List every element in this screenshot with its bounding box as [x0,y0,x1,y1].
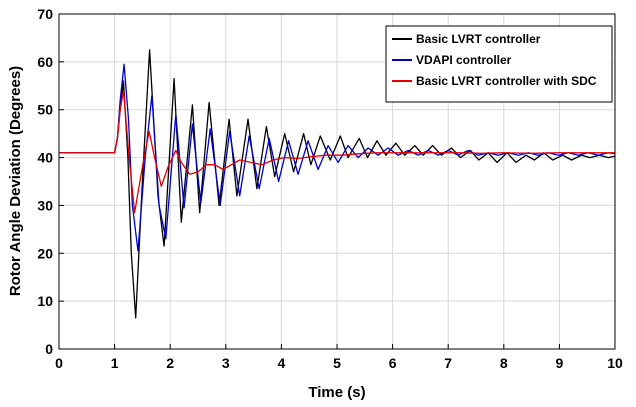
legend-label-3: Basic LVRT controller with SDC [416,74,597,88]
y-tick-label: 10 [37,293,53,309]
x-ticks: 0 1 2 3 4 5 6 7 8 9 10 [55,344,623,371]
legend-label-1: Basic LVRT controller [416,32,541,46]
x-tick-label: 0 [55,355,63,371]
y-tick-label: 50 [37,102,53,118]
y-tick-label: 20 [37,245,53,261]
legend-label-2: VDAPI controller [416,53,512,67]
y-tick-label: 70 [37,6,53,22]
x-tick-label: 3 [222,355,230,371]
y-ticks: 0 10 20 30 40 50 60 70 [37,6,64,357]
x-tick-label: 7 [444,355,452,371]
x-tick-label: 2 [166,355,174,371]
legend-box [385,25,613,103]
series-line-3 [59,89,615,214]
series-line-2 [59,63,615,252]
series-lines [59,49,615,319]
x-tick-label: 1 [111,355,119,371]
y-tick-label: 40 [37,150,53,166]
x-tick-label: 9 [556,355,564,371]
y-tick-label: 0 [45,341,53,357]
y-tick-label: 60 [37,54,53,70]
x-tick-label: 6 [389,355,397,371]
x-tick-label: 8 [500,355,508,371]
x-tick-label: 5 [333,355,341,371]
y-tick-label: 30 [37,197,53,213]
x-tick-label: 10 [607,355,623,371]
y-axis-label: Rotor Angle Deviation (Degrees) [7,66,24,296]
legend: Basic LVRT controller VDAPI controller Bas… [385,25,613,103]
x-axis-label: Time (s) [308,384,365,401]
x-tick-label: 4 [278,355,286,371]
